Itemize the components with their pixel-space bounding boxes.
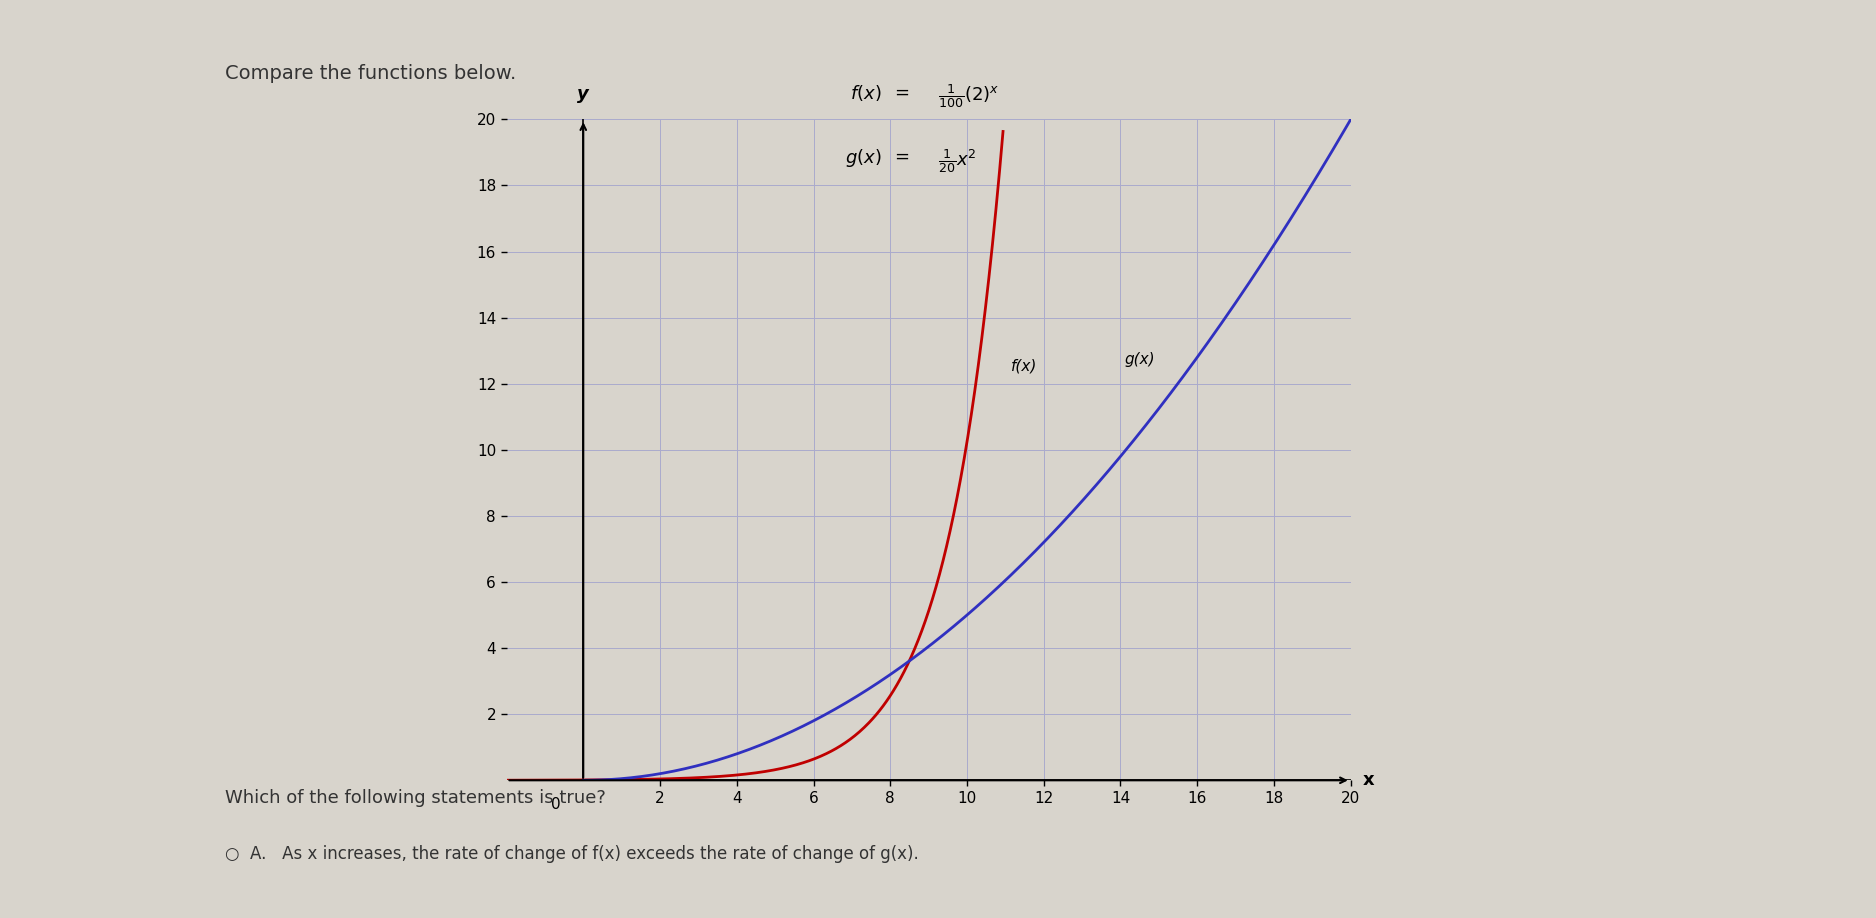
Text: $g(x)$: $g(x)$ [846, 147, 882, 169]
Text: $f(x)$: $f(x)$ [850, 83, 882, 103]
Text: $\frac{1}{20}x^2$: $\frac{1}{20}x^2$ [938, 147, 977, 174]
Text: Compare the functions below.: Compare the functions below. [225, 64, 516, 84]
Text: x: x [1362, 771, 1373, 789]
Text: f(x): f(x) [1011, 359, 1037, 374]
Text: 0: 0 [552, 797, 561, 812]
Text: $\frac{1}{100}(2)^x$: $\frac{1}{100}(2)^x$ [938, 83, 1000, 110]
Text: $=$: $=$ [891, 147, 910, 165]
Text: Which of the following statements is true?: Which of the following statements is tru… [225, 789, 606, 808]
Text: ○  A.   As x increases, the rate of change of f(x) exceeds the rate of change of: ○ A. As x increases, the rate of change … [225, 845, 919, 863]
Text: $=$: $=$ [891, 83, 910, 101]
Text: g(x): g(x) [1124, 353, 1156, 367]
Text: y: y [578, 84, 589, 103]
